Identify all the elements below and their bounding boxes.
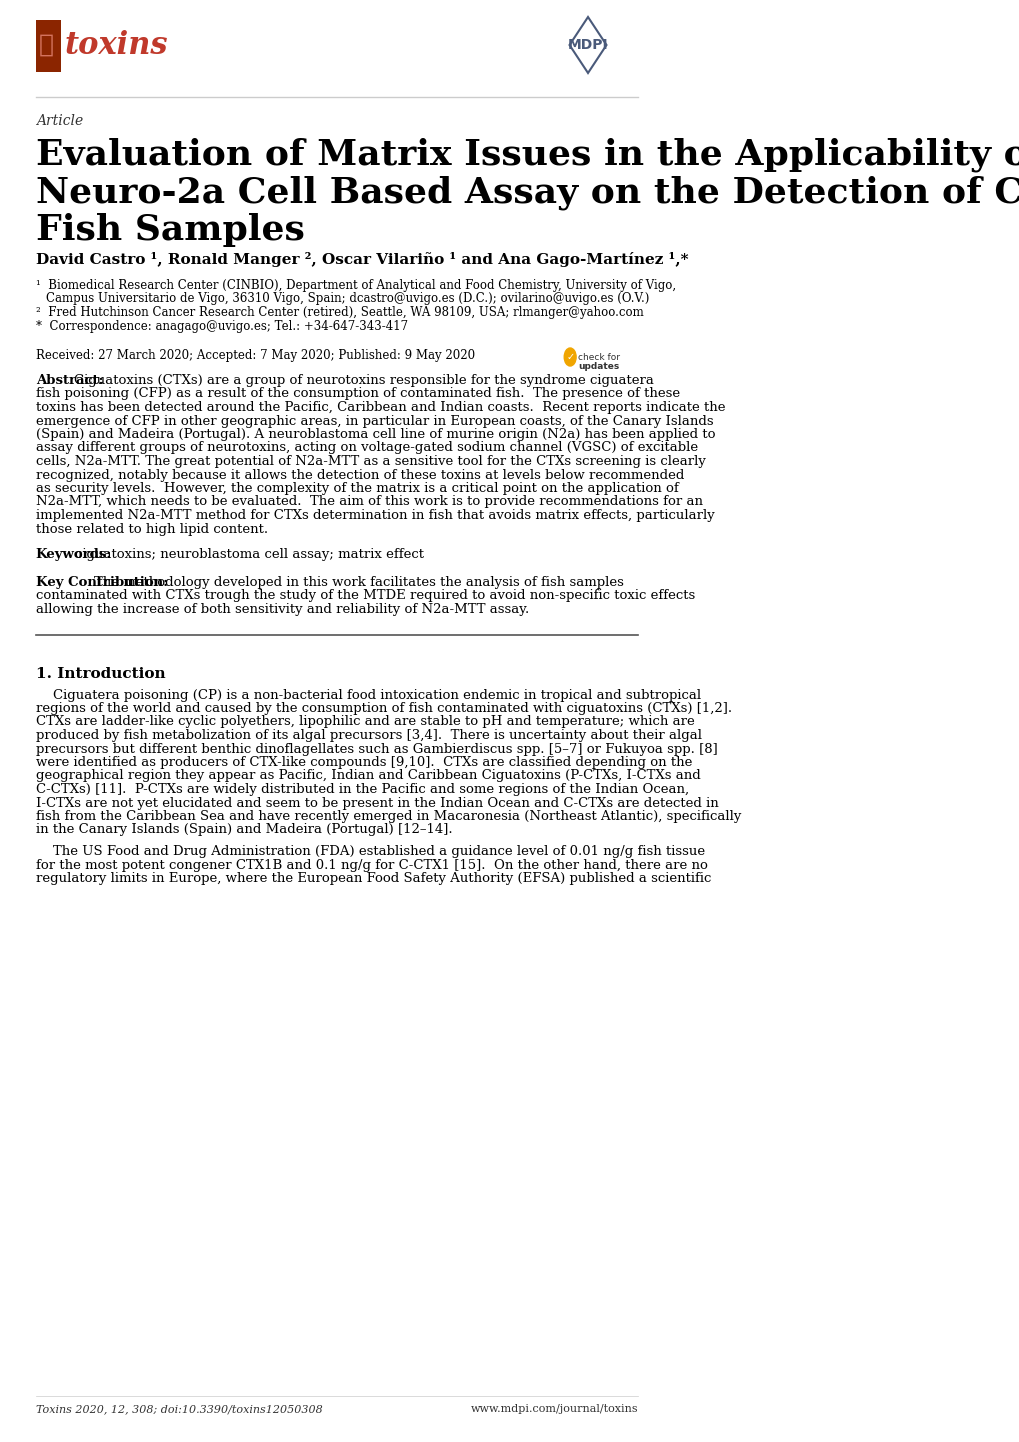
Text: ✓: ✓ [566,352,574,362]
Text: The methodology developed in this work facilitates the analysis of fish samples: The methodology developed in this work f… [94,575,623,588]
Text: Abstract:: Abstract: [36,373,103,386]
Text: fish poisoning (CFP) as a result of the consumption of contaminated fish.  The p: fish poisoning (CFP) as a result of the … [36,388,679,401]
Text: regions of the world and caused by the consumption of fish contaminated with cig: regions of the world and caused by the c… [36,702,731,715]
Text: ¹  Biomedical Research Center (CINBIO), Department of Analytical and Food Chemis: ¹ Biomedical Research Center (CINBIO), D… [36,278,676,291]
FancyBboxPatch shape [36,20,61,72]
Text: Campus Universitario de Vigo, 36310 Vigo, Spain; dcastro@uvigo.es (D.C.); ovilar: Campus Universitario de Vigo, 36310 Vigo… [46,291,649,306]
Text: cells, N2a-MTT. The great potential of N2a-MTT as a sensitive tool for the CTXs : cells, N2a-MTT. The great potential of N… [36,456,705,469]
Text: ²  Fred Hutchinson Cancer Research Center (retired), Seattle, WA 98109, USA; rlm: ² Fred Hutchinson Cancer Research Center… [36,306,643,319]
Text: (Spain) and Madeira (Portugal). A neuroblastoma cell line of murine origin (N2a): (Spain) and Madeira (Portugal). A neurob… [36,428,714,441]
Text: *  Correspondence: anagago@uvigo.es; Tel.: +34-647-343-417: * Correspondence: anagago@uvigo.es; Tel.… [36,320,408,333]
Text: Evaluation of Matrix Issues in the Applicability of the: Evaluation of Matrix Issues in the Appli… [36,137,1019,172]
Text: David Castro ¹, Ronald Manger ², Oscar Vilariño ¹ and Ana Gago-Martínez ¹,*: David Castro ¹, Ronald Manger ², Oscar V… [36,252,688,267]
Text: regulatory limits in Europe, where the European Food Safety Authority (EFSA) pub: regulatory limits in Europe, where the E… [36,872,710,885]
Text: implemented N2a-MTT method for CTXs determination in fish that avoids matrix eff: implemented N2a-MTT method for CTXs dete… [36,509,713,522]
Text: Ciguatoxins (CTXs) are a group of neurotoxins responsible for the syndrome cigua: Ciguatoxins (CTXs) are a group of neurot… [74,373,653,386]
Text: ciguatoxins; neuroblastoma cell assay; matrix effect: ciguatoxins; neuroblastoma cell assay; m… [75,548,424,561]
Text: I-CTXs are not yet elucidated and seem to be present in the Indian Ocean and C-C: I-CTXs are not yet elucidated and seem t… [36,796,717,809]
Text: Received: 27 March 2020; Accepted: 7 May 2020; Published: 9 May 2020: Received: 27 March 2020; Accepted: 7 May… [36,349,474,362]
Text: MDPI: MDPI [568,37,607,52]
Text: 🦂: 🦂 [39,33,53,58]
Text: assay different groups of neurotoxins, acting on voltage-gated sodium channel (V: assay different groups of neurotoxins, a… [36,441,697,454]
Text: Neuro-2a Cell Based Assay on the Detection of CTX in: Neuro-2a Cell Based Assay on the Detecti… [36,174,1019,209]
Text: were identified as producers of CTX-like compounds [9,10].  CTXs are classified : were identified as producers of CTX-like… [36,756,691,769]
Text: CTXs are ladder-like cyclic polyethers, lipophilic and are stable to pH and temp: CTXs are ladder-like cyclic polyethers, … [36,715,694,728]
Text: N2a-MTT, which needs to be evaluated.  The aim of this work is to provide recomm: N2a-MTT, which needs to be evaluated. Th… [36,496,702,509]
Text: contaminated with CTXs trough the study of the MTDE required to avoid non-specif: contaminated with CTXs trough the study … [36,590,694,603]
Text: produced by fish metabolization of its algal precursors [3,4].  There is uncerta: produced by fish metabolization of its a… [36,730,701,743]
Text: as security levels.  However, the complexity of the matrix is a critical point o: as security levels. However, the complex… [36,482,678,495]
Text: fish from the Caribbean Sea and have recently emerged in Macaronesia (Northeast : fish from the Caribbean Sea and have rec… [36,810,741,823]
Circle shape [564,348,576,366]
Text: www.mdpi.com/journal/toxins: www.mdpi.com/journal/toxins [470,1405,638,1415]
Text: The US Food and Drug Administration (FDA) established a guidance level of 0.01 n: The US Food and Drug Administration (FDA… [36,845,704,858]
Text: C-CTXs) [11].  P-CTXs are widely distributed in the Pacific and some regions of : C-CTXs) [11]. P-CTXs are widely distribu… [36,783,688,796]
Text: Article: Article [36,114,83,128]
Text: toxins: toxins [64,29,167,61]
Text: recognized, notably because it allows the detection of these toxins at levels be: recognized, notably because it allows th… [36,469,684,482]
Text: check for: check for [578,353,620,362]
Text: Fish Samples: Fish Samples [36,213,305,247]
Text: Key Contribution:: Key Contribution: [36,575,168,588]
Text: toxins has been detected around the Pacific, Caribbean and Indian coasts.  Recen: toxins has been detected around the Paci… [36,401,725,414]
Text: 1. Introduction: 1. Introduction [36,666,165,681]
Text: updates: updates [578,362,619,371]
Text: Keywords:: Keywords: [36,548,112,561]
Text: precursors but different benthic dinoflagellates such as Gambierdiscus spp. [5–7: precursors but different benthic dinofla… [36,743,716,756]
Text: emergence of CFP in other geographic areas, in particular in European coasts, of: emergence of CFP in other geographic are… [36,414,712,427]
Text: allowing the increase of both sensitivity and reliability of N2a-MTT assay.: allowing the increase of both sensitivit… [36,603,529,616]
Text: geographical region they appear as Pacific, Indian and Caribbean Ciguatoxins (P-: geographical region they appear as Pacif… [36,770,700,783]
Text: those related to high lipid content.: those related to high lipid content. [36,522,268,535]
Text: Toxins 2020, 12, 308; doi:10.3390/toxins12050308: Toxins 2020, 12, 308; doi:10.3390/toxins… [36,1405,322,1415]
Text: Ciguatera poisoning (CP) is a non-bacterial food intoxication endemic in tropica: Ciguatera poisoning (CP) is a non-bacter… [36,688,700,701]
Text: for the most potent congener CTX1B and 0.1 ng/g for C-CTX1 [15].  On the other h: for the most potent congener CTX1B and 0… [36,858,707,871]
Text: in the Canary Islands (Spain) and Madeira (Portugal) [12–14].: in the Canary Islands (Spain) and Madeir… [36,823,451,836]
